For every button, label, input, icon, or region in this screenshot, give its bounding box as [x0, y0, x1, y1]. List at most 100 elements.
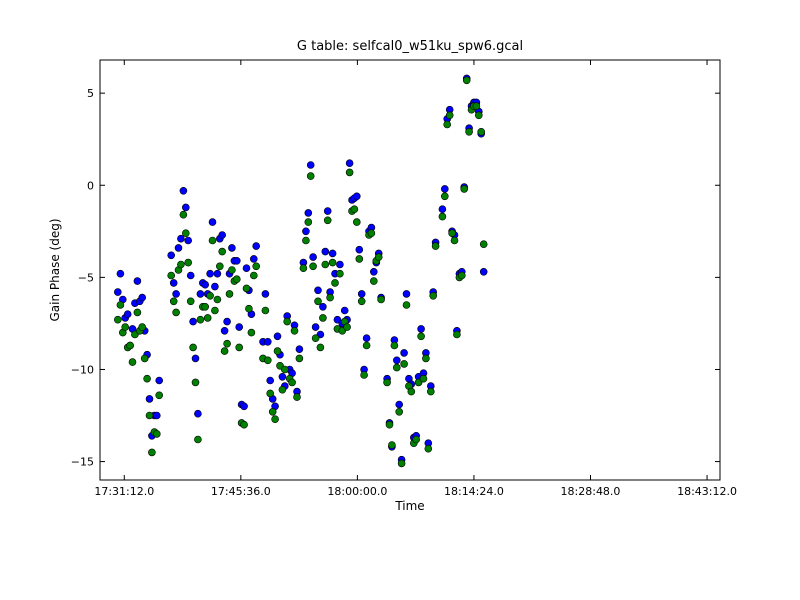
data-point-series-2 [179, 210, 188, 219]
data-point-series-2 [385, 420, 394, 429]
data-point-series-2 [201, 302, 209, 311]
data-point-series-1 [340, 306, 349, 315]
data-point-series-2 [336, 269, 344, 278]
data-point-series-1 [177, 234, 185, 243]
data-point-series-2 [271, 415, 279, 424]
data-point-series-1 [440, 185, 449, 193]
data-point-series-2 [426, 387, 435, 396]
data-point-series-2 [407, 387, 416, 396]
x-tick-label: 18:43:12.0 [677, 485, 737, 498]
data-point-series-1 [186, 271, 195, 280]
data-point-series-1 [223, 317, 231, 326]
data-point-series-1 [228, 244, 236, 252]
data-point-series-1 [167, 251, 175, 260]
data-point-series-2 [186, 297, 195, 306]
data-point-series-1 [319, 302, 327, 311]
data-point-series-2 [352, 218, 361, 226]
data-point-series-2 [172, 308, 180, 317]
data-point-series-2 [453, 330, 461, 339]
data-point-series-2 [252, 262, 261, 271]
data-point-series-1 [352, 192, 361, 201]
data-point-series-2 [225, 290, 234, 298]
data-point-series-2 [472, 102, 481, 110]
data-point-series-2 [196, 315, 205, 324]
data-point-series-2 [395, 407, 404, 416]
y-axis-label: Gain Phase (deg) [48, 218, 62, 321]
data-point-series-2 [245, 304, 253, 313]
data-point-series-2 [302, 236, 310, 245]
data-point-series-1 [250, 255, 258, 263]
data-point-series-1 [302, 227, 310, 236]
data-point-series-1 [189, 317, 197, 326]
data-point-series-1 [395, 400, 404, 409]
y-tick-label: 0 [87, 179, 94, 192]
data-point-series-1 [362, 334, 371, 343]
data-point-series-2 [400, 360, 408, 368]
data-point-series-2 [155, 391, 163, 400]
data-point-series-2 [323, 216, 332, 225]
data-point-series-2 [417, 332, 425, 341]
data-point-series-1 [201, 280, 209, 289]
x-tick-label: 18:14:24.0 [444, 485, 504, 498]
data-point-series-2 [266, 389, 275, 398]
data-point-series-2 [445, 111, 454, 120]
data-point-series-1 [438, 205, 447, 213]
data-point-series-1 [479, 267, 488, 276]
data-point-series-1 [278, 372, 287, 381]
data-point-series-2 [316, 343, 325, 352]
data-point-series-1 [266, 376, 275, 385]
data-point-series-2 [194, 435, 202, 444]
data-point-series-2 [390, 341, 399, 350]
data-point-series-1 [179, 187, 188, 195]
data-point-series-2 [216, 262, 224, 271]
data-point-series-2 [422, 354, 430, 363]
data-point-series-2 [140, 354, 149, 363]
data-point-series-2 [153, 430, 161, 438]
data-point-series-2 [116, 301, 125, 309]
data-point-series-2 [250, 271, 258, 280]
data-point-series-1 [213, 269, 222, 278]
data-point-series-1 [138, 293, 146, 302]
data-point-series-1 [242, 264, 251, 273]
data-point-series-2 [367, 229, 376, 237]
data-point-series-2 [465, 128, 473, 136]
data-point-series-1 [169, 279, 178, 287]
data-point-series-2 [128, 358, 137, 366]
data-point-series-1 [252, 242, 261, 250]
data-point-series-2 [293, 393, 301, 401]
data-point-series-2 [148, 448, 156, 457]
data-point-series-2 [290, 326, 299, 335]
data-point-series-1 [123, 310, 132, 319]
data-point-series-1 [184, 236, 192, 245]
data-point-series-1 [369, 267, 378, 276]
data-point-series-2 [462, 76, 471, 85]
data-point-series-1 [206, 269, 214, 278]
data-point-series-1 [417, 325, 425, 333]
data-point-series-2 [169, 297, 178, 306]
data-point-series-2 [360, 371, 368, 379]
data-point-series-2 [247, 328, 256, 337]
data-point-series-2 [299, 264, 308, 273]
data-point-series-2 [374, 253, 383, 261]
x-tick-label: 18:00:00.0 [327, 485, 387, 498]
data-point-series-2 [429, 291, 438, 300]
data-point-series-2 [479, 240, 488, 248]
data-point-series-2 [143, 374, 151, 383]
data-point-series-2 [431, 242, 440, 250]
data-point-series-1 [402, 290, 411, 298]
x-tick-label: 17:45:36.0 [211, 485, 271, 498]
data-point-series-1 [182, 203, 190, 212]
data-point-series-2 [235, 343, 243, 352]
data-point-series-2 [233, 275, 241, 284]
data-point-series-2 [319, 314, 327, 322]
data-point-series-2 [392, 363, 401, 372]
data-point-series-1 [191, 354, 200, 363]
data-point-series-2 [242, 284, 251, 293]
data-point-series-1 [306, 161, 315, 169]
y-axis: 5 0 −5 −10 −15 [71, 87, 720, 469]
plot-frame [99, 59, 721, 481]
data-point-series-2 [295, 354, 304, 363]
data-point-series-2 [369, 277, 378, 285]
data-point-series-2 [273, 347, 282, 355]
